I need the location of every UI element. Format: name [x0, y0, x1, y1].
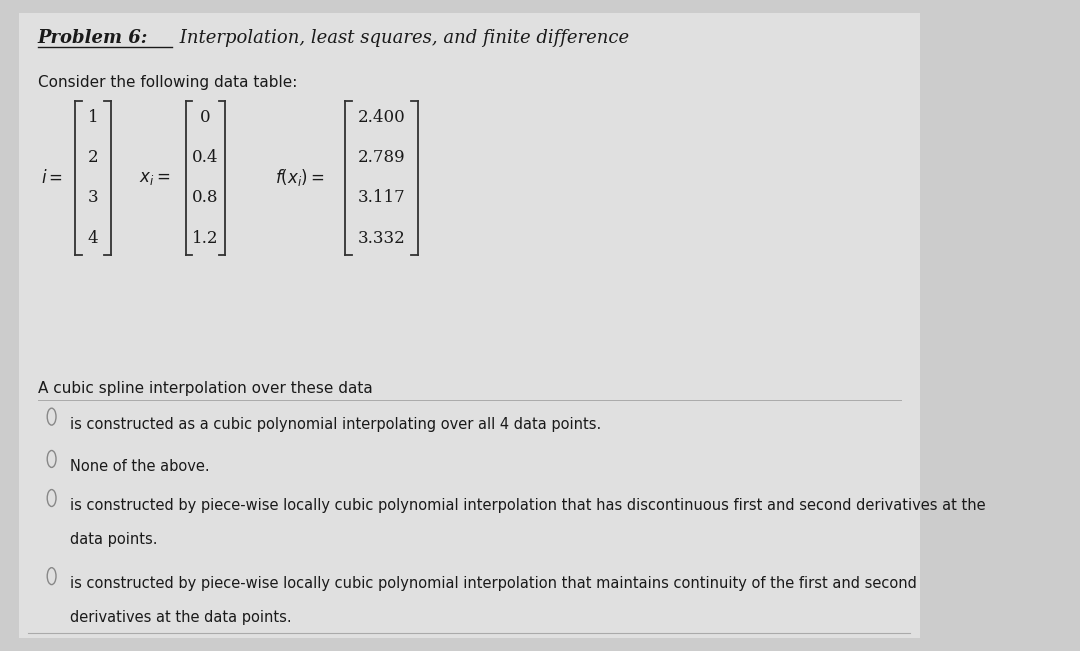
Text: 2.400: 2.400	[357, 109, 405, 126]
Text: None of the above.: None of the above.	[70, 459, 210, 474]
Text: 0: 0	[200, 109, 211, 126]
Text: 4: 4	[87, 230, 98, 247]
Text: Consider the following data table:: Consider the following data table:	[38, 75, 297, 90]
Text: 2: 2	[87, 149, 98, 166]
FancyBboxPatch shape	[18, 13, 920, 638]
Text: $i =$: $i =$	[41, 169, 63, 187]
Text: 1.2: 1.2	[192, 230, 219, 247]
Text: A cubic spline interpolation over these data: A cubic spline interpolation over these …	[38, 381, 373, 396]
Text: 0.4: 0.4	[192, 149, 219, 166]
Text: 1: 1	[87, 109, 98, 126]
Text: 2.789: 2.789	[357, 149, 405, 166]
Text: is constructed by piece-wise locally cubic polynomial interpolation that has dis: is constructed by piece-wise locally cub…	[70, 498, 986, 513]
Text: derivatives at the data points.: derivatives at the data points.	[70, 610, 292, 625]
Text: is constructed as a cubic polynomial interpolating over all 4 data points.: is constructed as a cubic polynomial int…	[70, 417, 602, 432]
Text: 3.332: 3.332	[357, 230, 405, 247]
Text: 3: 3	[87, 189, 98, 206]
Text: $f(x_i) =$: $f(x_i) =$	[275, 167, 325, 188]
Text: Interpolation, least squares, and finite difference: Interpolation, least squares, and finite…	[174, 29, 629, 48]
Text: is constructed by piece-wise locally cubic polynomial interpolation that maintai: is constructed by piece-wise locally cub…	[70, 576, 917, 591]
Text: 0.8: 0.8	[192, 189, 219, 206]
Text: Problem 6:: Problem 6:	[38, 29, 148, 48]
Text: $x_i =$: $x_i =$	[139, 169, 171, 187]
Text: 3.117: 3.117	[357, 189, 405, 206]
Text: data points.: data points.	[70, 532, 158, 547]
